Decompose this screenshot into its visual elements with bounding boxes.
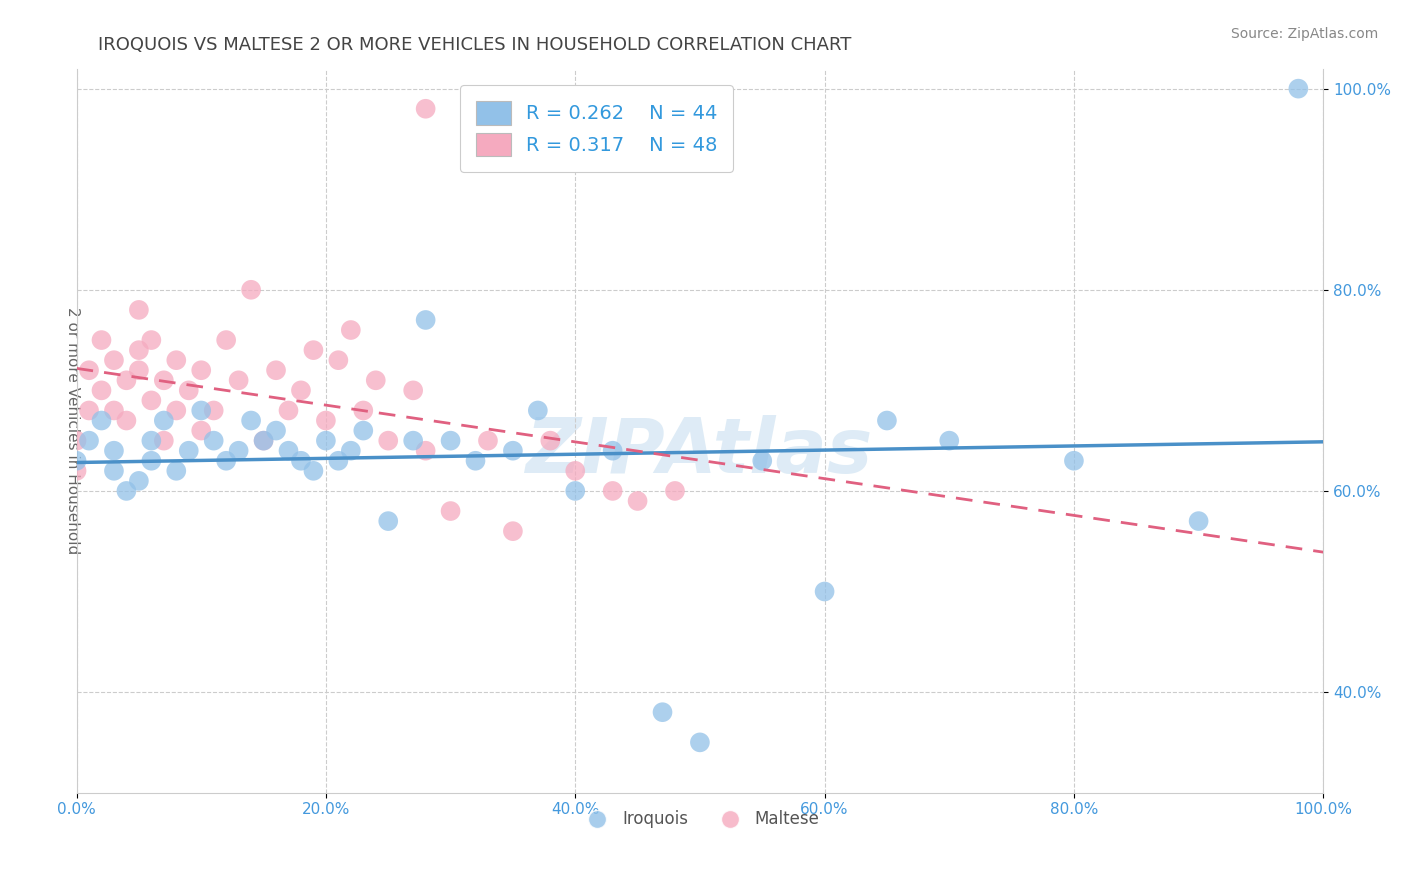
Maltese <box>153 373 176 387</box>
Iroquois <box>527 403 550 417</box>
Maltese <box>215 333 238 347</box>
Iroquois <box>302 464 325 478</box>
Maltese <box>290 384 312 398</box>
Maltese <box>177 384 200 398</box>
Maltese <box>77 363 100 377</box>
Iroquois <box>128 474 150 488</box>
Iroquois <box>1187 514 1209 528</box>
Iroquois <box>165 464 187 478</box>
Iroquois <box>1063 454 1085 468</box>
Iroquois <box>328 454 350 468</box>
Iroquois <box>651 705 673 719</box>
Iroquois <box>502 443 524 458</box>
Maltese <box>128 302 150 317</box>
Iroquois <box>190 403 212 417</box>
Iroquois <box>240 413 263 427</box>
Iroquois <box>153 413 176 427</box>
Iroquois <box>602 443 624 458</box>
Maltese <box>328 353 350 368</box>
Maltese <box>252 434 274 448</box>
Iroquois <box>689 735 711 749</box>
Iroquois <box>65 454 87 468</box>
Iroquois <box>77 434 100 448</box>
Maltese <box>377 434 399 448</box>
Iroquois <box>290 454 312 468</box>
Iroquois <box>315 434 337 448</box>
Maltese <box>128 343 150 358</box>
Maltese <box>277 403 299 417</box>
Iroquois <box>115 483 138 498</box>
Maltese <box>402 384 425 398</box>
Maltese <box>439 504 461 518</box>
Maltese <box>115 413 138 427</box>
Maltese <box>90 384 112 398</box>
Iroquois <box>751 454 773 468</box>
Iroquois <box>252 434 274 448</box>
Iroquois <box>340 443 363 458</box>
Iroquois <box>103 464 125 478</box>
Legend: Iroquois, Maltese: Iroquois, Maltese <box>574 804 827 835</box>
Text: ZIPAtlas: ZIPAtlas <box>526 416 873 490</box>
Maltese <box>502 524 524 538</box>
Maltese <box>315 413 337 427</box>
Iroquois <box>439 434 461 448</box>
Iroquois <box>103 443 125 458</box>
Maltese <box>153 434 176 448</box>
Maltese <box>103 353 125 368</box>
Maltese <box>364 373 387 387</box>
Maltese <box>602 483 624 498</box>
Iroquois <box>90 413 112 427</box>
Maltese <box>264 363 287 377</box>
Iroquois <box>938 434 960 448</box>
Maltese <box>664 483 686 498</box>
Maltese <box>240 283 263 297</box>
Text: Source: ZipAtlas.com: Source: ZipAtlas.com <box>1230 27 1378 41</box>
Maltese <box>77 403 100 417</box>
Iroquois <box>402 434 425 448</box>
Iroquois <box>177 443 200 458</box>
Iroquois <box>876 413 898 427</box>
Maltese <box>65 464 87 478</box>
Iroquois <box>277 443 299 458</box>
Iroquois <box>564 483 586 498</box>
Iroquois <box>141 434 163 448</box>
Maltese <box>128 363 150 377</box>
Maltese <box>302 343 325 358</box>
Maltese <box>228 373 250 387</box>
Maltese <box>477 434 499 448</box>
Maltese <box>165 353 187 368</box>
Maltese <box>352 403 374 417</box>
Maltese <box>141 393 163 408</box>
Iroquois <box>141 454 163 468</box>
Iroquois <box>813 584 835 599</box>
Maltese <box>538 434 561 448</box>
Text: IROQUOIS VS MALTESE 2 OR MORE VEHICLES IN HOUSEHOLD CORRELATION CHART: IROQUOIS VS MALTESE 2 OR MORE VEHICLES I… <box>98 36 852 54</box>
Maltese <box>115 373 138 387</box>
Iroquois <box>264 424 287 438</box>
Iroquois <box>202 434 225 448</box>
Maltese <box>626 494 648 508</box>
Iroquois <box>228 443 250 458</box>
Iroquois <box>377 514 399 528</box>
Maltese <box>415 102 437 116</box>
Maltese <box>202 403 225 417</box>
Maltese <box>65 434 87 448</box>
Maltese <box>340 323 363 337</box>
Maltese <box>415 443 437 458</box>
Maltese <box>190 424 212 438</box>
Maltese <box>564 464 586 478</box>
Maltese <box>190 363 212 377</box>
Maltese <box>141 333 163 347</box>
Iroquois <box>1286 81 1309 95</box>
Y-axis label: 2 or more Vehicles in Household: 2 or more Vehicles in Household <box>66 307 80 554</box>
Iroquois <box>464 454 486 468</box>
Maltese <box>165 403 187 417</box>
Maltese <box>90 333 112 347</box>
Iroquois <box>215 454 238 468</box>
Maltese <box>103 403 125 417</box>
Iroquois <box>415 313 437 327</box>
Iroquois <box>352 424 374 438</box>
